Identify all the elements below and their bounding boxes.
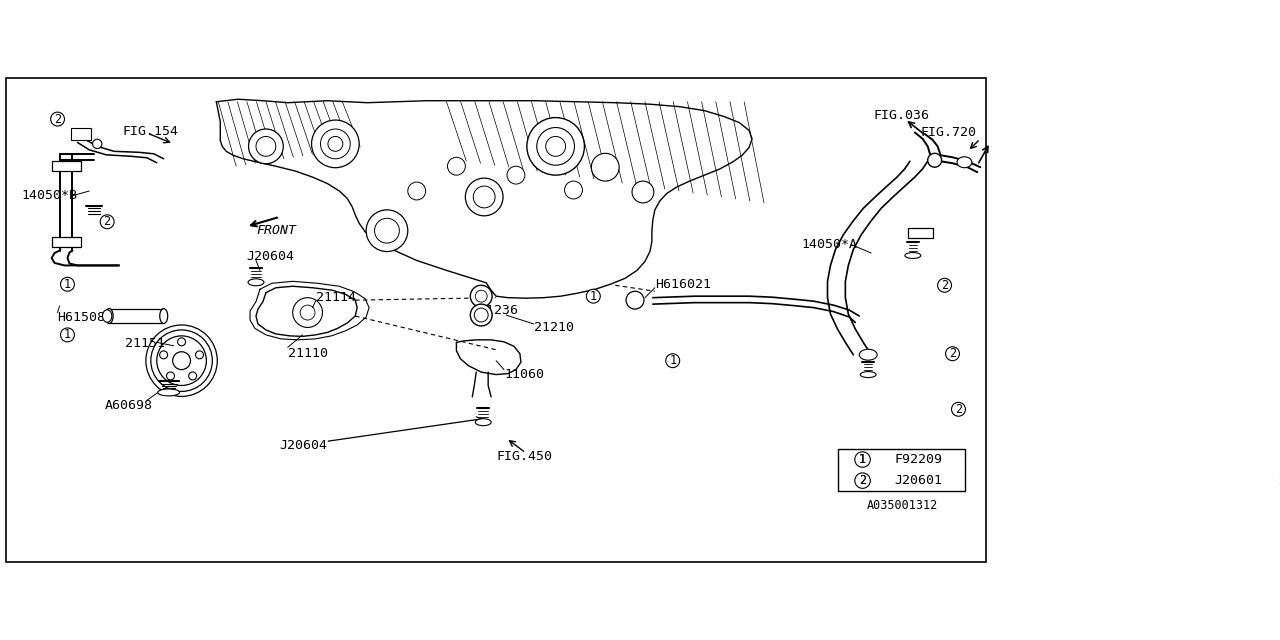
- Ellipse shape: [859, 349, 877, 360]
- Text: 1: 1: [64, 328, 70, 341]
- Bar: [838, 449, 965, 491]
- Text: FIG.450: FIG.450: [497, 450, 552, 463]
- Text: 2: 2: [859, 474, 867, 487]
- Circle shape: [946, 347, 960, 361]
- Text: 2: 2: [104, 215, 111, 228]
- Text: 2: 2: [941, 279, 948, 292]
- Circle shape: [507, 166, 525, 184]
- Text: 1: 1: [859, 453, 867, 466]
- Circle shape: [1275, 453, 1280, 466]
- Text: H616021: H616021: [655, 278, 710, 291]
- Circle shape: [626, 291, 644, 309]
- Text: 1: 1: [590, 290, 596, 303]
- Bar: [51, 161, 82, 171]
- Circle shape: [666, 354, 680, 367]
- Bar: [51, 237, 82, 246]
- Circle shape: [188, 372, 197, 380]
- Text: 1: 1: [64, 278, 70, 291]
- Text: J20604: J20604: [246, 250, 294, 263]
- Ellipse shape: [248, 279, 264, 286]
- Ellipse shape: [105, 308, 113, 323]
- Ellipse shape: [957, 157, 972, 168]
- Text: F92209: F92209: [895, 453, 942, 466]
- Text: 2: 2: [948, 348, 956, 360]
- Ellipse shape: [160, 308, 168, 323]
- Circle shape: [408, 182, 426, 200]
- Text: 2: 2: [955, 403, 963, 416]
- Circle shape: [470, 304, 492, 326]
- Text: A60698: A60698: [105, 399, 154, 412]
- Text: 2: 2: [1279, 476, 1280, 486]
- Ellipse shape: [860, 372, 876, 378]
- Circle shape: [196, 351, 204, 359]
- Circle shape: [475, 308, 488, 322]
- Bar: [109, 308, 164, 323]
- Circle shape: [173, 352, 191, 370]
- Circle shape: [448, 157, 466, 175]
- Circle shape: [586, 289, 600, 303]
- Circle shape: [1275, 474, 1280, 487]
- Text: 21110: 21110: [288, 348, 328, 360]
- Text: 11060: 11060: [504, 368, 544, 381]
- Circle shape: [92, 140, 102, 148]
- Circle shape: [928, 154, 942, 167]
- Circle shape: [60, 328, 74, 342]
- Circle shape: [311, 120, 360, 168]
- Circle shape: [591, 154, 620, 181]
- Circle shape: [527, 118, 585, 175]
- Circle shape: [632, 181, 654, 203]
- Bar: [72, 128, 91, 140]
- Text: 1: 1: [1279, 454, 1280, 465]
- Text: 1: 1: [669, 354, 676, 367]
- Text: 21114: 21114: [316, 291, 356, 304]
- Text: A035001312: A035001312: [867, 499, 937, 511]
- Circle shape: [248, 129, 283, 164]
- Text: J20601: J20601: [895, 474, 942, 487]
- Ellipse shape: [905, 253, 920, 259]
- Text: FIG.154: FIG.154: [122, 125, 178, 138]
- Text: 21210: 21210: [534, 321, 573, 334]
- Bar: [908, 228, 933, 238]
- Circle shape: [160, 351, 168, 359]
- Circle shape: [951, 403, 965, 416]
- Text: 1: 1: [859, 453, 867, 466]
- Circle shape: [60, 277, 74, 291]
- Circle shape: [564, 181, 582, 199]
- Text: 21236: 21236: [479, 303, 518, 317]
- Circle shape: [466, 178, 503, 216]
- Text: 14050*A: 14050*A: [801, 238, 858, 251]
- Circle shape: [100, 215, 114, 228]
- Circle shape: [855, 473, 870, 488]
- Circle shape: [470, 285, 492, 307]
- Ellipse shape: [157, 389, 179, 396]
- Text: FIG.036: FIG.036: [873, 109, 929, 122]
- Text: 2: 2: [54, 113, 61, 125]
- Circle shape: [178, 338, 186, 346]
- Text: 21151: 21151: [125, 337, 165, 350]
- Circle shape: [855, 452, 870, 467]
- Text: J20604: J20604: [280, 438, 328, 451]
- Ellipse shape: [102, 310, 111, 322]
- Circle shape: [51, 112, 64, 126]
- Text: FRONT: FRONT: [256, 224, 296, 237]
- Circle shape: [166, 372, 174, 380]
- Text: 14050*B: 14050*B: [22, 189, 78, 202]
- Circle shape: [938, 278, 951, 292]
- Text: 2: 2: [859, 474, 867, 487]
- Text: FIG.720: FIG.720: [920, 126, 977, 139]
- Text: H61508: H61508: [58, 311, 105, 324]
- Circle shape: [366, 210, 408, 252]
- Ellipse shape: [475, 419, 492, 426]
